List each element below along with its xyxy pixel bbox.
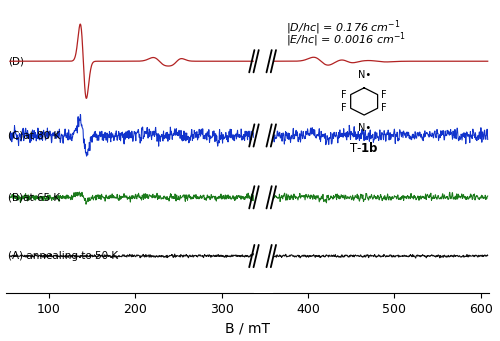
Text: (D): (D) [8,56,24,66]
X-axis label: B / mT: B / mT [225,322,270,336]
Text: T-$\bf{1b}$: T-$\bf{1b}$ [350,141,379,155]
Text: (A) annealing to 50 K: (A) annealing to 50 K [8,251,118,261]
Bar [254,5,272,293]
Text: |$E$/$hc$| = 0.0016 cm$^{-1}$: |$E$/$hc$| = 0.0016 cm$^{-1}$ [286,30,406,49]
Text: F: F [382,103,387,113]
Text: F: F [341,90,347,100]
Text: F: F [382,90,387,100]
Text: (C)at 80 K: (C)at 80 K [8,131,60,140]
Text: N•: N• [358,123,371,133]
Text: N•: N• [358,70,371,80]
Text: F: F [341,103,347,113]
Text: (B)at 65 K: (B)at 65 K [8,192,60,202]
Text: |$D$/$hc$| = 0.176 cm$^{-1}$: |$D$/$hc$| = 0.176 cm$^{-1}$ [286,18,401,36]
